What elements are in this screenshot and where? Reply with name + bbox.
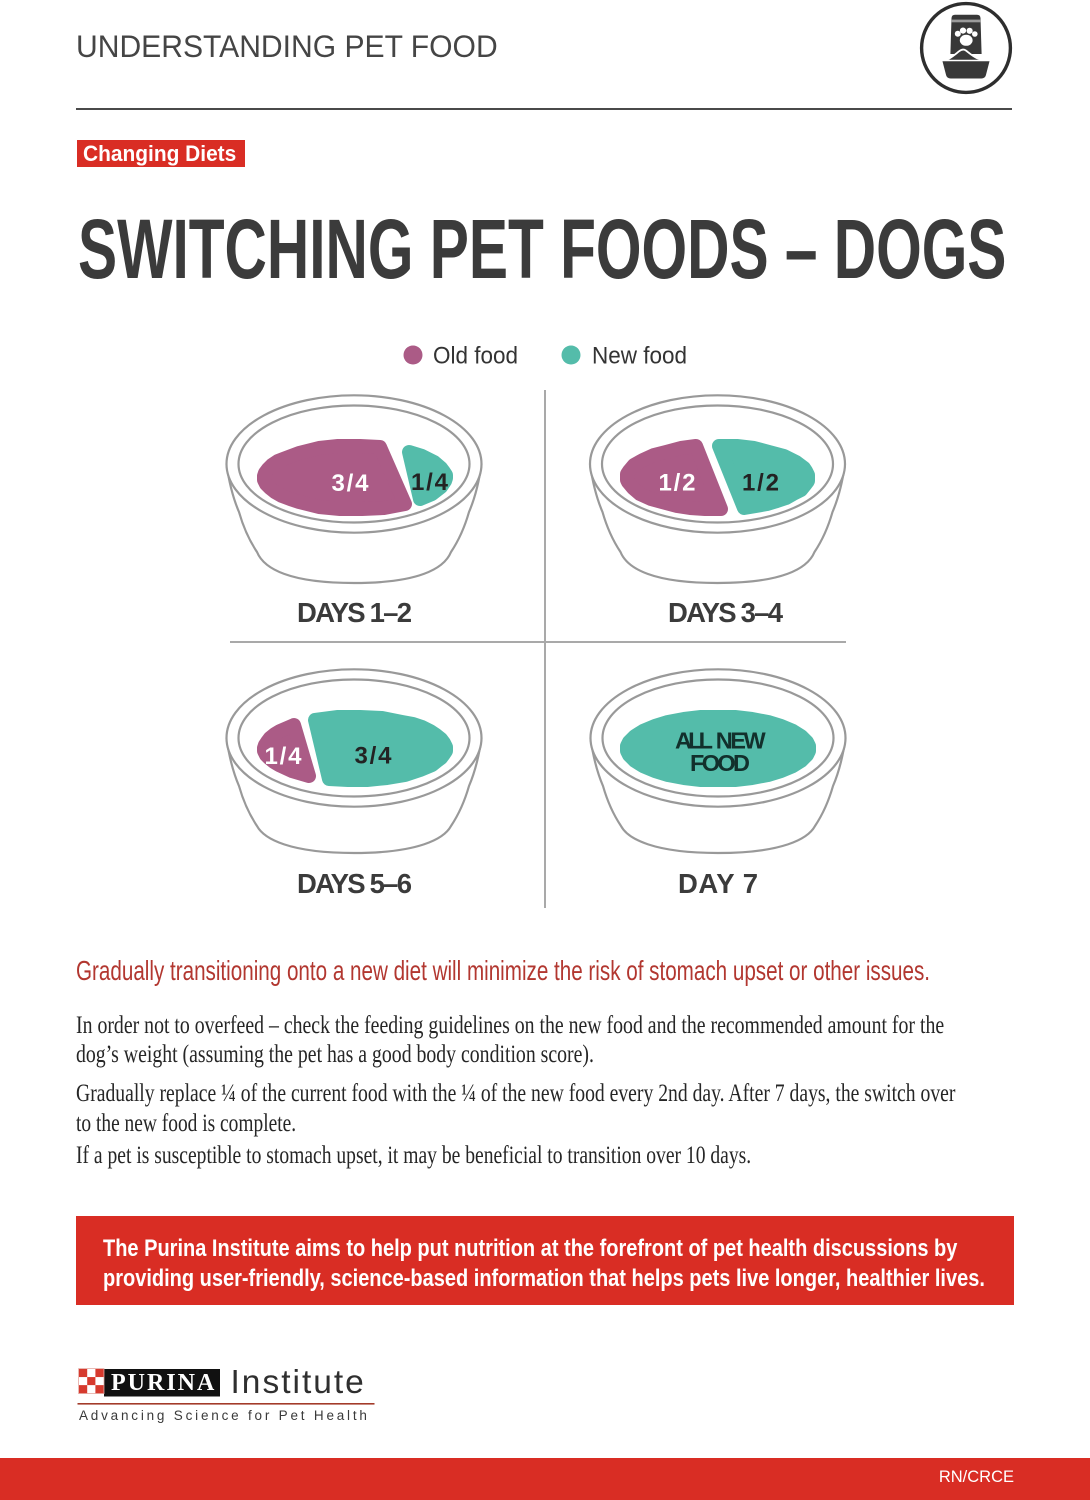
svg-text:1/4: 1/4 [411,469,449,496]
svg-text:3/4: 3/4 [332,470,370,497]
svg-text:DAYS 1–2: DAYS 1–2 [297,597,412,628]
svg-text:1/4: 1/4 [265,743,303,770]
svg-text:DAYS 5–6: DAYS 5–6 [297,868,412,899]
svg-text:New food: New food [592,343,687,370]
svg-text:DAY 7: DAY 7 [678,868,758,899]
svg-text:Institute: Institute [231,1364,366,1401]
svg-text:Old food: Old food [433,343,518,370]
svg-text:NEW: NEW [716,728,767,754]
svg-text:Advancing Science for Pet Heal: Advancing Science for Pet Health [79,1408,370,1423]
svg-text:ALL: ALL [675,728,713,754]
svg-text:FOOD: FOOD [690,750,750,776]
svg-text:DAYS 3–4: DAYS 3–4 [668,597,784,628]
svg-text:3/4: 3/4 [355,743,393,770]
svg-text:1/2: 1/2 [742,470,779,497]
svg-text:1/2: 1/2 [659,470,696,497]
svg-text:PURINA: PURINA [111,1370,216,1396]
